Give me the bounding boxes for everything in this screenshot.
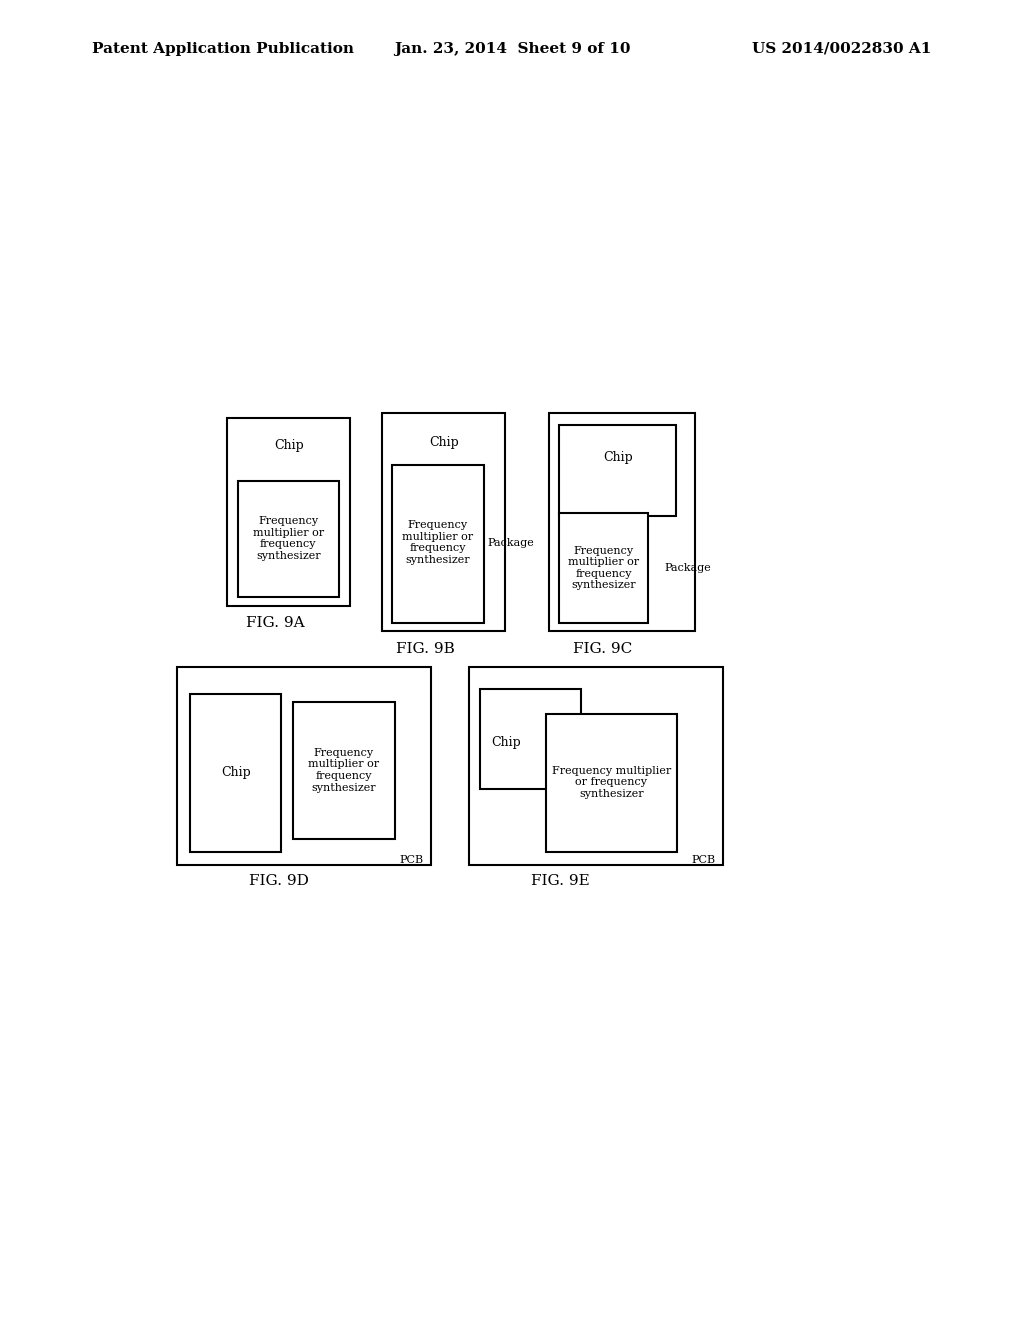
Bar <box>546 714 677 851</box>
Text: Frequency
multiplier or
frequency
synthesizer: Frequency multiplier or frequency synthe… <box>402 520 473 565</box>
Text: PCB: PCB <box>399 855 423 865</box>
Text: Chip: Chip <box>603 450 633 463</box>
Text: US 2014/0022830 A1: US 2014/0022830 A1 <box>753 42 932 55</box>
Bar <box>469 667 723 865</box>
Text: Frequency multiplier
or frequency
synthesizer: Frequency multiplier or frequency synthe… <box>552 766 671 799</box>
Bar <box>238 480 339 598</box>
Text: Frequency
multiplier or
frequency
synthesizer: Frequency multiplier or frequency synthe… <box>253 516 324 561</box>
Text: FIG. 9E: FIG. 9E <box>531 874 590 888</box>
Bar <box>177 667 431 865</box>
Bar <box>293 702 394 840</box>
Text: Chip: Chip <box>429 437 459 450</box>
Text: FIG. 9A: FIG. 9A <box>246 616 304 630</box>
Bar <box>559 425 677 516</box>
Text: Jan. 23, 2014  Sheet 9 of 10: Jan. 23, 2014 Sheet 9 of 10 <box>394 42 630 55</box>
Text: FIG. 9D: FIG. 9D <box>249 874 308 888</box>
Text: Package: Package <box>487 537 535 548</box>
Bar <box>559 513 648 623</box>
Bar <box>227 417 350 606</box>
Text: PCB: PCB <box>691 855 715 865</box>
Text: Frequency
multiplier or
frequency
synthesizer: Frequency multiplier or frequency synthe… <box>567 545 639 590</box>
Text: Patent Application Publication: Patent Application Publication <box>92 42 354 55</box>
Text: FIG. 9C: FIG. 9C <box>573 643 632 656</box>
Text: Chip: Chip <box>221 766 251 779</box>
Bar <box>189 694 282 851</box>
Text: Chip: Chip <box>274 438 304 451</box>
Text: Chip: Chip <box>490 737 520 750</box>
Bar <box>382 413 505 631</box>
Text: Frequency
multiplier or
frequency
synthesizer: Frequency multiplier or frequency synthe… <box>308 748 380 793</box>
Text: FIG. 9B: FIG. 9B <box>396 643 455 656</box>
Text: Package: Package <box>665 564 712 573</box>
Bar <box>549 413 695 631</box>
Bar <box>392 466 483 623</box>
Bar <box>479 689 582 788</box>
